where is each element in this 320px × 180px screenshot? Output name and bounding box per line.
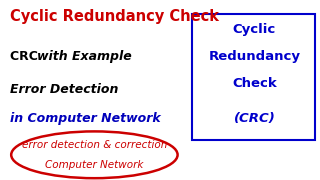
Text: Computer Network: Computer Network bbox=[45, 160, 144, 170]
Bar bbox=[192, 14, 315, 140]
Text: error detection & correction: error detection & correction bbox=[22, 140, 167, 150]
Text: CRC: CRC bbox=[10, 50, 42, 63]
Text: Redundancy: Redundancy bbox=[208, 50, 300, 63]
Text: Error Detection: Error Detection bbox=[10, 83, 118, 96]
Text: with Example: with Example bbox=[37, 50, 132, 63]
Text: Check: Check bbox=[232, 77, 277, 90]
Text: Cyclic: Cyclic bbox=[233, 23, 276, 36]
Text: (CRC): (CRC) bbox=[234, 112, 275, 125]
Text: Cyclic Redundancy Check: Cyclic Redundancy Check bbox=[10, 9, 219, 24]
Text: in Computer Network: in Computer Network bbox=[10, 112, 160, 125]
